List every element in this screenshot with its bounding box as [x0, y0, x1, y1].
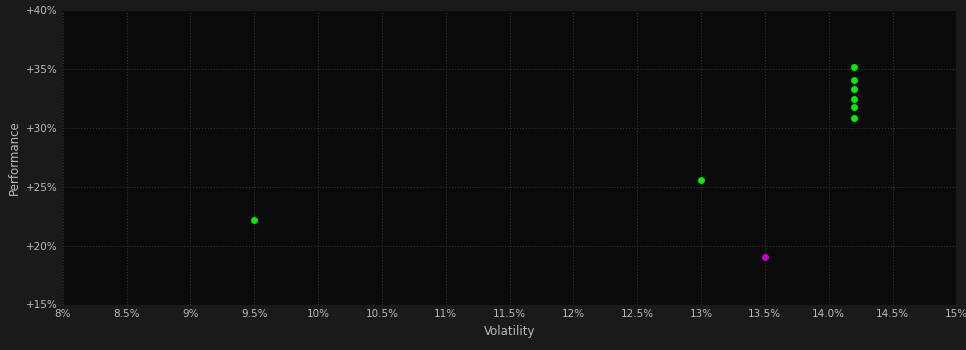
- X-axis label: Volatility: Volatility: [484, 325, 535, 338]
- Y-axis label: Performance: Performance: [8, 120, 20, 195]
